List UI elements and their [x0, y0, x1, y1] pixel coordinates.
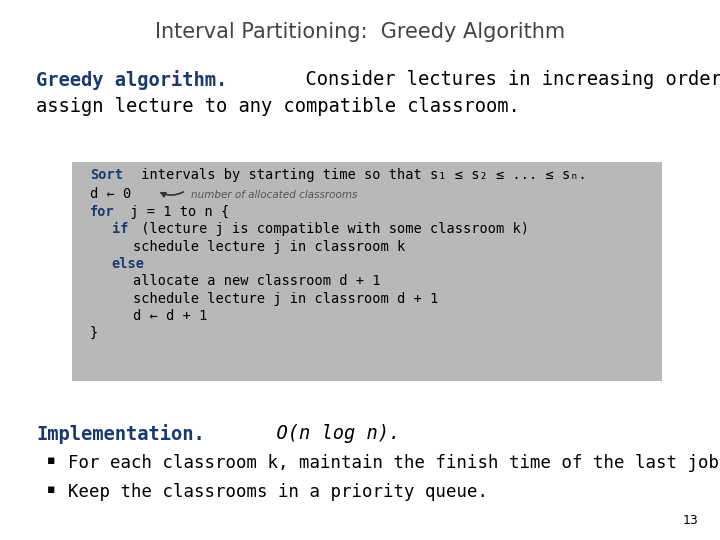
Text: number of allocated classrooms: number of allocated classrooms	[191, 190, 357, 200]
Text: Keep the classrooms in a priority queue.: Keep the classrooms in a priority queue.	[68, 483, 488, 501]
Text: ▪: ▪	[47, 483, 55, 496]
Text: if: if	[112, 222, 128, 237]
Text: for: for	[90, 205, 114, 219]
Bar	[72, 162, 662, 381]
Text: d ← 0: d ← 0	[90, 187, 131, 201]
Text: Consider lectures in increasing order of start time:: Consider lectures in increasing order of…	[283, 70, 720, 89]
Text: 13: 13	[683, 514, 698, 526]
Text: j = 1 to n {: j = 1 to n {	[122, 205, 229, 219]
Text: Interval Partitioning:  Greedy Algorithm: Interval Partitioning: Greedy Algorithm	[155, 22, 565, 42]
Text: Implementation.: Implementation.	[36, 424, 204, 444]
Text: }: }	[90, 326, 98, 340]
Text: else: else	[112, 257, 145, 271]
Text: assign lecture to any compatible classroom.: assign lecture to any compatible classro…	[36, 97, 520, 116]
Text: d ← d + 1: d ← d + 1	[133, 309, 207, 323]
Text: allocate a new classroom d + 1: allocate a new classroom d + 1	[133, 274, 381, 288]
Text: (lecture j is compatible with some classroom k): (lecture j is compatible with some class…	[133, 222, 529, 237]
Text: For each classroom k, maintain the finish time of the last job added.: For each classroom k, maintain the finis…	[68, 454, 720, 471]
Text: O(n log n).: O(n log n).	[253, 424, 400, 443]
Text: schedule lecture j in classroom k: schedule lecture j in classroom k	[133, 240, 405, 254]
Text: intervals by starting time so that s₁ ≤ s₂ ≤ ... ≤ sₙ.: intervals by starting time so that s₁ ≤ …	[132, 168, 586, 183]
Text: ▪: ▪	[47, 454, 55, 467]
Text: Sort: Sort	[90, 168, 123, 183]
Text: Greedy algorithm.: Greedy algorithm.	[36, 70, 228, 90]
Text: schedule lecture j in classroom d + 1: schedule lecture j in classroom d + 1	[133, 292, 438, 306]
